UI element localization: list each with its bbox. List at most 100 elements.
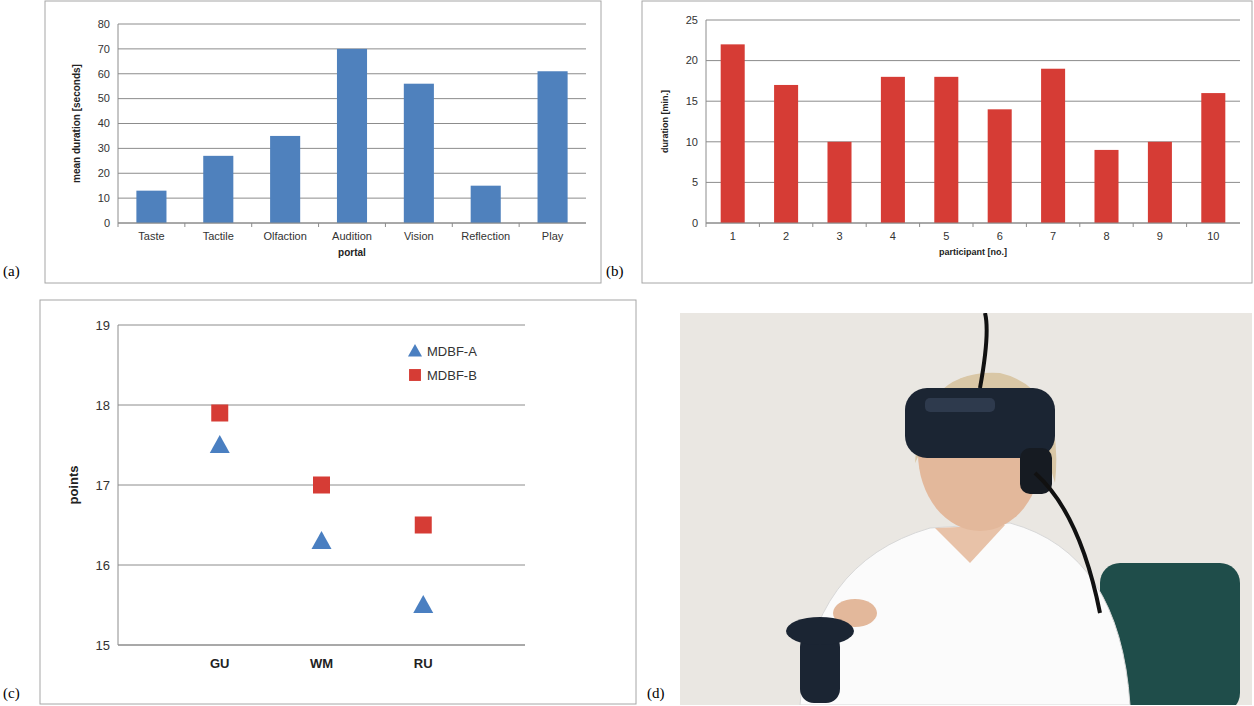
y-tick-label: 70 [98,43,110,55]
points [210,405,434,614]
y-tick-label: 20 [686,54,698,66]
x-tick [866,223,867,227]
x-tick-label: 9 [1157,230,1163,242]
bar [881,77,905,223]
grid-line [118,24,586,25]
bar [1148,142,1172,223]
x-tick-label: Tactile [203,230,234,242]
x-tick-label: WM [310,656,333,671]
x-tick-label: Olfaction [263,230,306,242]
y-tick-label: 80 [98,18,110,30]
panel-frame [40,300,636,704]
grid-line [118,325,525,326]
x-tick-label: 1 [730,230,736,242]
x-tick [385,223,386,227]
y-tick-label: 40 [98,117,110,129]
y-axis-line [118,24,119,223]
point [413,595,433,613]
y-tick-label: 17 [96,478,110,493]
y-axis-title: mean duration [seconds] [71,64,82,183]
grid-line [118,223,586,224]
point [210,435,230,453]
bar [1041,69,1065,223]
x-axis-title: participant [no.] [939,247,1007,257]
x-tick [251,223,252,227]
bar [203,156,233,223]
y-tick-label: 18 [96,398,110,413]
y-axis-line [706,20,707,223]
x-tick-label: GU [210,656,230,671]
legend-label: MDBF-A [427,344,477,359]
cable [980,313,987,388]
neck [935,525,1005,563]
x-tick [318,223,319,227]
grid-line [118,645,525,646]
photo [680,313,1252,705]
panel-frame [642,1,1252,283]
bar [136,191,166,223]
panel-label: (a) [3,263,20,280]
x-tick [812,223,813,227]
y-tick-label: 15 [96,638,110,653]
x-tick [919,223,920,227]
y-tick-label: 0 [692,217,698,229]
x-tick-label: Audition [332,230,372,242]
controller-ring [786,617,854,645]
x-tick [1079,223,1080,227]
bar [774,85,798,223]
point [211,405,228,422]
cable [1035,473,1100,613]
legend-label: MDBF-B [427,368,477,383]
figure: 01020304050607080TasteTactileOlfactionAu… [0,0,1254,706]
point [313,477,330,494]
bar [471,186,501,223]
x-axis-title: portal [338,247,366,258]
grid-line [118,405,525,406]
legend-marker [408,344,422,357]
point [312,531,332,549]
y-tick-label: 19 [96,318,110,333]
bar [1094,150,1118,223]
y-axis-title: points [66,466,81,505]
x-tick [118,223,119,227]
x-tick-label: 2 [783,230,789,242]
x-tick [1026,223,1027,227]
panel-frame [45,1,601,283]
x-tick [1186,223,1187,227]
y-tick-label: 5 [692,176,698,188]
x-tick [1133,223,1134,227]
x-tick-label: Reflection [461,230,510,242]
y-tick-label: 0 [104,217,110,229]
y-tick-label: 25 [686,14,698,26]
x-tick-label: 8 [1103,230,1109,242]
y-tick-label: 20 [98,167,110,179]
x-tick-label: 5 [943,230,949,242]
x-tick-label: Vision [404,230,434,242]
x-tick [973,223,974,227]
y-tick-label: 30 [98,142,110,154]
x-tick [452,223,453,227]
legend-marker [409,369,421,381]
x-tick-label: 6 [997,230,1003,242]
x-tick-label: RU [414,656,433,671]
y-tick-label: 15 [686,95,698,107]
x-tick-label: 7 [1050,230,1056,242]
bar [1201,93,1225,223]
x-tick-label: Play [542,230,564,242]
bar [538,71,568,223]
bar [934,77,958,223]
vr-headset [905,388,1055,458]
y-tick-label: 10 [686,136,698,148]
y-axis-title: duration [min.] [660,90,670,153]
bar [404,84,434,223]
x-tick-label: 3 [836,230,842,242]
headset-label [925,398,995,412]
x-tick-label: Taste [138,230,164,242]
panel-label: (d) [647,685,665,702]
y-tick-label: 10 [98,192,110,204]
blouse [800,523,1130,705]
x-axis-line [118,223,586,224]
x-tick [184,223,185,227]
x-tick [706,223,707,227]
x-tick [759,223,760,227]
